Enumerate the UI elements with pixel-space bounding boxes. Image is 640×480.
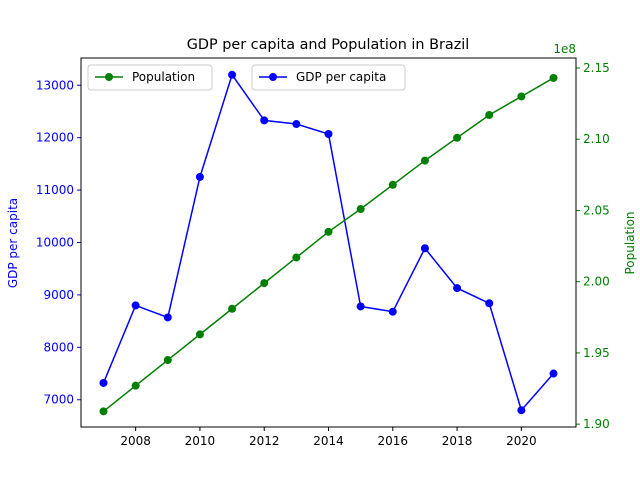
data-point-population: [292, 253, 301, 262]
plot-frame: [80, 57, 577, 428]
data-point-gdp-per-capita: [260, 116, 269, 125]
right-axis: 1.90 1.95 2.00 2.05 2.10 2.15: [576, 61, 610, 431]
legend-frame: [251, 64, 406, 91]
data-point-population: [453, 133, 462, 142]
left-axis-label: GDP per capita: [6, 198, 20, 288]
left-tick-label: 13000: [36, 78, 74, 92]
data-point-population: [131, 381, 140, 390]
right-tick-label: 2.05: [583, 203, 610, 217]
data-point-gdp-per-capita: [195, 172, 204, 181]
data-point-population: [260, 279, 269, 288]
legend-label: GDP per capita: [296, 70, 386, 84]
data-point-population: [228, 304, 237, 313]
legend-frame: [87, 64, 213, 91]
x-tick-label: 2008: [120, 434, 151, 448]
x-tick-label: 2014: [313, 434, 344, 448]
data-point-population: [99, 407, 108, 416]
right-tick-label: 1.95: [583, 346, 610, 360]
data-point-gdp-per-capita: [228, 70, 237, 79]
right-axis-label: Population: [623, 211, 637, 274]
left-tick-label: 8000: [43, 340, 74, 354]
left-tick-label: 12000: [36, 131, 74, 145]
left-tick-label: 11000: [36, 183, 74, 197]
chart-title: GDP per capita and Population in Brazil: [187, 37, 470, 53]
left-tick-label: 7000: [43, 393, 74, 407]
data-point-gdp-per-capita: [163, 313, 172, 322]
data-point-gdp-per-capita: [99, 378, 108, 387]
data-point-population: [517, 92, 526, 101]
right-tick-label: 2.00: [583, 275, 610, 289]
data-point-population: [388, 180, 397, 189]
data-point-population: [163, 356, 172, 365]
x-tick-label: 2016: [378, 434, 409, 448]
data-point-gdp-per-capita: [324, 130, 333, 139]
data-point-gdp-per-capita: [356, 302, 365, 311]
data-point-population: [356, 205, 365, 214]
data-point-gdp-per-capita: [517, 406, 526, 415]
legend-marker: [105, 73, 113, 81]
right-tick-label: 1.90: [583, 417, 610, 431]
right-axis-offset-text: 1e8: [553, 42, 576, 56]
data-point-gdp-per-capita: [131, 301, 140, 310]
series-layer: [99, 70, 558, 416]
right-tick-label: 2.15: [583, 61, 610, 75]
legend-label: Population: [132, 70, 195, 84]
data-point-gdp-per-capita: [420, 244, 429, 253]
legend-population: Population: [87, 64, 213, 91]
x-tick-label: 2012: [249, 434, 280, 448]
data-point-gdp-per-capita: [549, 369, 558, 378]
left-axis: 7000 8000 9000 10000 11000 12000 13000: [36, 78, 81, 407]
x-tick-label: 2020: [506, 434, 537, 448]
data-point-population: [485, 110, 494, 119]
left-tick-label: 10000: [36, 236, 74, 250]
data-point-population: [195, 330, 204, 339]
x-tick-label: 2018: [442, 434, 473, 448]
right-tick-label: 2.10: [583, 132, 610, 146]
legend-gdp: GDP per capita: [251, 64, 406, 91]
data-point-population: [420, 156, 429, 165]
left-tick-label: 9000: [43, 288, 74, 302]
data-point-population: [549, 73, 558, 82]
x-axis: 2008 2010 2012 2014 2016 2018 2020: [120, 427, 537, 448]
x-tick-label: 2010: [185, 434, 216, 448]
legend-marker: [269, 73, 277, 81]
data-point-population: [324, 227, 333, 236]
data-point-gdp-per-capita: [453, 284, 462, 293]
data-point-gdp-per-capita: [292, 120, 301, 129]
data-point-gdp-per-capita: [485, 299, 494, 308]
data-point-gdp-per-capita: [388, 307, 397, 316]
